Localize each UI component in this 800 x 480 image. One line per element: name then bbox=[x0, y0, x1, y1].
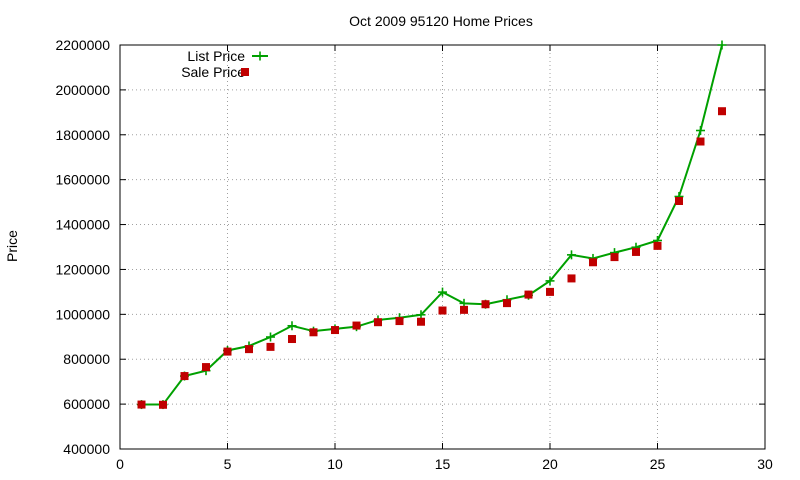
sale-price-point bbox=[180, 372, 189, 381]
sale-price-point bbox=[567, 274, 576, 283]
sale-price-point bbox=[503, 299, 511, 308]
x-tick-label: 20 bbox=[542, 456, 558, 472]
x-tick-label: 0 bbox=[116, 456, 124, 472]
legend-marker-list-price bbox=[255, 51, 265, 61]
y-tick-label: 2000000 bbox=[55, 82, 110, 98]
sale-price-point bbox=[718, 107, 726, 116]
list-price-point bbox=[545, 276, 555, 286]
sale-price-point bbox=[245, 345, 253, 354]
x-tick-label: 30 bbox=[757, 456, 773, 472]
legend: List Price Sale Price bbox=[181, 48, 268, 80]
sale-price-point bbox=[309, 328, 318, 337]
list-price-point bbox=[287, 321, 297, 331]
sale-price-point bbox=[632, 247, 640, 256]
list-price-point bbox=[438, 287, 447, 297]
y-tick-label: 1000000 bbox=[55, 306, 110, 322]
legend-marker-sale-price bbox=[241, 68, 249, 76]
sale-price-point bbox=[675, 196, 683, 205]
x-tick-label: 25 bbox=[650, 456, 666, 472]
sale-price-point bbox=[546, 287, 554, 296]
y-tick-label: 600000 bbox=[63, 396, 110, 412]
x-tick-label: 15 bbox=[435, 456, 451, 472]
sale-price-point bbox=[610, 253, 619, 262]
y-tick-label: 1800000 bbox=[55, 127, 110, 143]
sale-price-point bbox=[137, 400, 146, 409]
sale-price-point bbox=[395, 317, 404, 326]
y-tick-label: 800000 bbox=[63, 351, 110, 367]
sale-price-point bbox=[696, 137, 705, 146]
x-tick-label: 5 bbox=[224, 456, 232, 472]
y-tick-label: 1400000 bbox=[55, 217, 110, 233]
legend-label-list-price: List Price bbox=[187, 48, 245, 64]
sale-price-point bbox=[524, 290, 533, 299]
sale-price-point bbox=[374, 318, 382, 327]
sale-price-point bbox=[417, 317, 425, 326]
y-tick-label: 400000 bbox=[63, 441, 110, 457]
y-axis-label: Price bbox=[4, 230, 20, 262]
sale-price-point bbox=[223, 347, 232, 356]
sale-price-point bbox=[653, 241, 662, 250]
sale-price-point bbox=[159, 400, 167, 409]
sale-price-point bbox=[202, 363, 210, 372]
axes: 0 5 10 15 20 25 30 400000 600000 800000 1000000 120… bbox=[55, 37, 773, 472]
grid bbox=[120, 45, 765, 449]
sale-price-point bbox=[460, 305, 468, 314]
y-tick-label: 1600000 bbox=[55, 172, 110, 188]
sale-price-point bbox=[352, 321, 361, 330]
sale-price-point bbox=[266, 342, 275, 351]
sale-price-point bbox=[589, 258, 597, 267]
y-tick-label: 2200000 bbox=[55, 37, 110, 53]
y-tick-label: 1200000 bbox=[55, 261, 110, 277]
sale-price-point bbox=[481, 300, 490, 309]
legend-label-sale-price: Sale Price bbox=[181, 64, 245, 80]
list-price-point bbox=[696, 126, 705, 136]
series-layer bbox=[137, 40, 727, 410]
sale-price-point bbox=[438, 306, 447, 315]
sale-price-point bbox=[331, 326, 339, 335]
sale-price-point bbox=[288, 335, 296, 344]
list-price-point bbox=[266, 332, 275, 342]
list-price-line bbox=[141, 44, 723, 406]
x-tick-label: 10 bbox=[327, 456, 343, 472]
chart-title: Oct 2009 95120 Home Prices bbox=[349, 13, 533, 29]
list-price-point bbox=[717, 40, 727, 50]
list-price-point bbox=[567, 250, 576, 260]
series-1 bbox=[137, 107, 726, 409]
